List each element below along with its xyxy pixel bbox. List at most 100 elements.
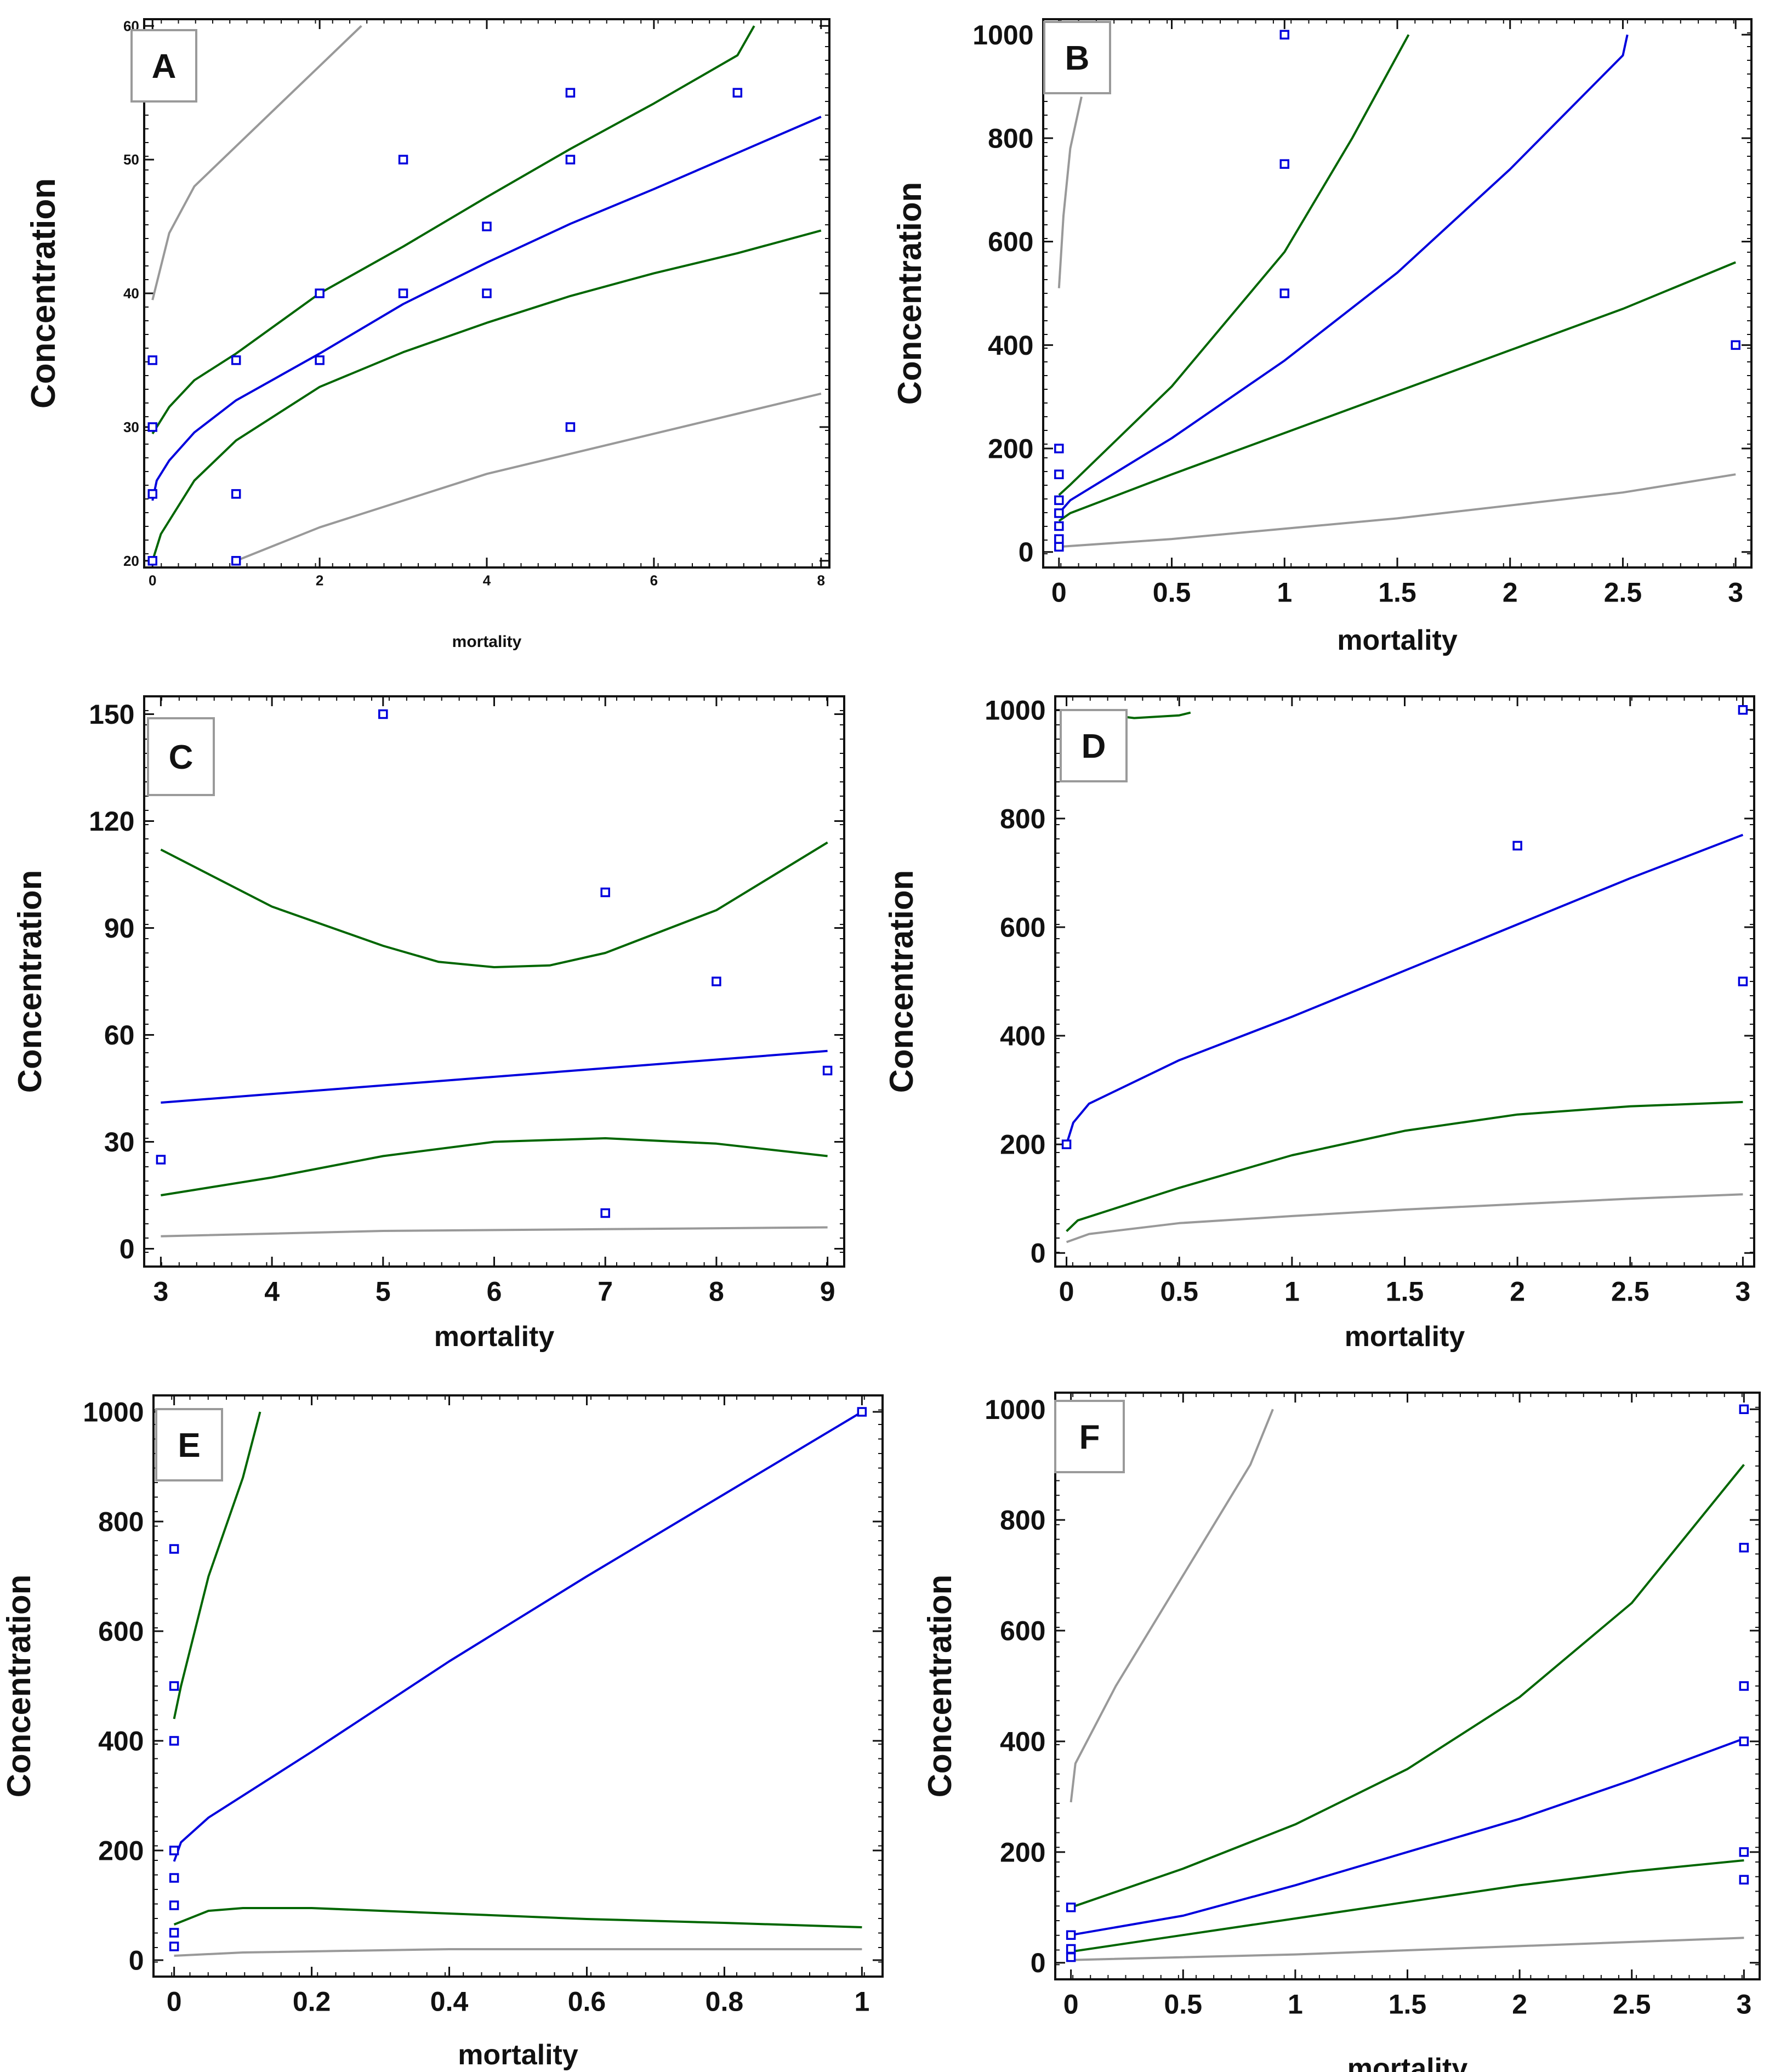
data-point-f: [1066, 1952, 1076, 1962]
x-tick-label-f: 1: [1288, 1989, 1303, 2020]
y-tick-label-f: 600: [1000, 1616, 1045, 1647]
data-point-d: [1061, 1139, 1072, 1149]
x-tick-label-e: 0.2: [293, 1986, 331, 2017]
y-tick-label-e: 600: [98, 1616, 144, 1647]
x-tick-label-c: 8: [709, 1276, 724, 1307]
y-tick-label-f: 1000: [985, 1394, 1045, 1425]
x-axis-title-b: mortality: [1337, 625, 1458, 656]
y-tick-label-a: 20: [123, 553, 139, 569]
x-tick-label-d: 2.5: [1611, 1276, 1649, 1307]
data-point-f: [1066, 1930, 1076, 1940]
data-point-b: [1279, 288, 1290, 298]
y-axis-title-e: Concentration: [1, 1575, 37, 1798]
data-point-b: [1054, 521, 1064, 531]
x-tick-label-a: 6: [650, 572, 658, 589]
panel-label-c: C: [169, 739, 194, 776]
data-point-b: [1731, 340, 1740, 350]
data-point-a: [315, 355, 325, 365]
x-tick-label-d: 1: [1284, 1276, 1300, 1307]
series-line-fitted-a: [151, 116, 822, 501]
series-line-lower-confidence-c: [161, 1137, 828, 1196]
x-tick-label-f: 2: [1512, 1989, 1527, 2020]
y-axis-title-c: Concentration: [12, 870, 48, 1093]
data-point-a: [398, 288, 408, 298]
y-tick-label-c: 60: [104, 1020, 135, 1051]
y-tick-label-a: 40: [123, 285, 139, 302]
x-tick-label-f: 0.5: [1164, 1989, 1203, 2020]
x-tick-label-b: 2: [1503, 577, 1518, 608]
data-point-e: [169, 1681, 179, 1691]
data-point-a: [482, 288, 492, 298]
panel-label-e: E: [178, 1427, 200, 1464]
x-tick-label-b: 0.5: [1153, 577, 1191, 608]
data-point-c: [712, 977, 721, 986]
x-tick-label-f: 0: [1063, 1989, 1079, 2020]
y-axis-title-f: Concentration: [921, 1575, 958, 1798]
data-point-a: [565, 422, 576, 432]
y-tick-label-b: 800: [988, 123, 1033, 154]
data-point-b: [1054, 542, 1064, 552]
y-axis-title-a: Concentration: [25, 178, 62, 408]
data-point-a: [231, 556, 241, 566]
series-line-lower-prediction-b: [1059, 473, 1736, 548]
data-point-c: [378, 709, 388, 719]
series-line-fitted-d: [1065, 833, 1744, 1145]
plot-frame-e: [152, 1394, 884, 1978]
series-line-upper-confidence-f: [1070, 1463, 1745, 1909]
data-point-b: [1054, 508, 1064, 518]
plot-frame-f: [1054, 1392, 1761, 1980]
x-tick-label-b: 1.5: [1378, 577, 1416, 608]
series-line-lower-prediction-a: [235, 392, 822, 562]
data-point-a: [147, 556, 157, 566]
y-tick-label-f: 800: [1000, 1505, 1045, 1536]
series-line-upper-confidence-c: [160, 841, 828, 968]
data-point-c: [600, 1208, 610, 1218]
data-point-b: [1054, 495, 1064, 506]
x-tick-label-c: 5: [376, 1276, 391, 1307]
x-tick-label-e: 0: [167, 1986, 182, 2017]
series-line-upper-prediction-f: [1069, 1409, 1274, 1803]
series-line-upper-confidence-e: [173, 1411, 261, 1719]
data-point-e: [169, 1942, 179, 1951]
x-tick-label-a: 2: [316, 572, 323, 589]
data-point-e: [169, 1846, 179, 1855]
panel-e: 0 0.2 0.4 0.6 0.8 1 0 200 400 600 800 1000 mortality…: [1, 1394, 884, 2071]
x-tick-label-d: 3: [1736, 1276, 1751, 1307]
panel-label-b: B: [1065, 39, 1090, 77]
y-tick-label-c: 0: [120, 1234, 135, 1264]
series-line-fitted-c: [161, 1049, 828, 1104]
x-tick-label-a: 8: [817, 572, 825, 589]
x-tick-label-f: 2.5: [1613, 1989, 1651, 2020]
x-axis-title-d: mortality: [1345, 1321, 1465, 1353]
data-point-e: [169, 1873, 179, 1883]
series-line-lower-prediction-d: [1066, 1193, 1743, 1244]
data-point-a: [231, 489, 241, 499]
series-line-fitted-b: [1058, 34, 1629, 514]
data-point-a: [482, 222, 492, 231]
data-point-f: [1739, 1875, 1749, 1885]
series-line-fitted-e: [173, 1411, 863, 1862]
data-point-b: [1279, 30, 1290, 40]
data-point-b: [1054, 534, 1064, 544]
x-axis-title-a: mortality: [452, 633, 522, 651]
panel-label-a: A: [152, 48, 177, 86]
y-tick-label-b: 400: [988, 330, 1033, 361]
y-tick-label-a: 30: [123, 419, 139, 435]
x-axis-title-c: mortality: [434, 1321, 555, 1353]
y-tick-label-f: 0: [1031, 1948, 1046, 1978]
data-point-a: [147, 489, 157, 499]
data-point-d: [1512, 841, 1522, 851]
data-point-f: [1739, 1404, 1749, 1415]
y-tick-label-d: 0: [1031, 1238, 1046, 1269]
data-point-d: [1738, 705, 1748, 715]
y-tick-label-a: 50: [123, 151, 139, 168]
panel-label-box-e: [155, 1408, 223, 1481]
y-tick-label-b: 1000: [972, 20, 1033, 50]
x-tick-label-e: 0.6: [568, 1986, 606, 2017]
x-axis-title-e: mortality: [458, 2039, 578, 2071]
y-tick-label-f: 400: [1000, 1726, 1045, 1757]
y-tick-label-e: 0: [129, 1945, 144, 1976]
x-axis-title-f: mortality: [1347, 2053, 1468, 2072]
y-tick-label-e: 1000: [83, 1397, 144, 1428]
